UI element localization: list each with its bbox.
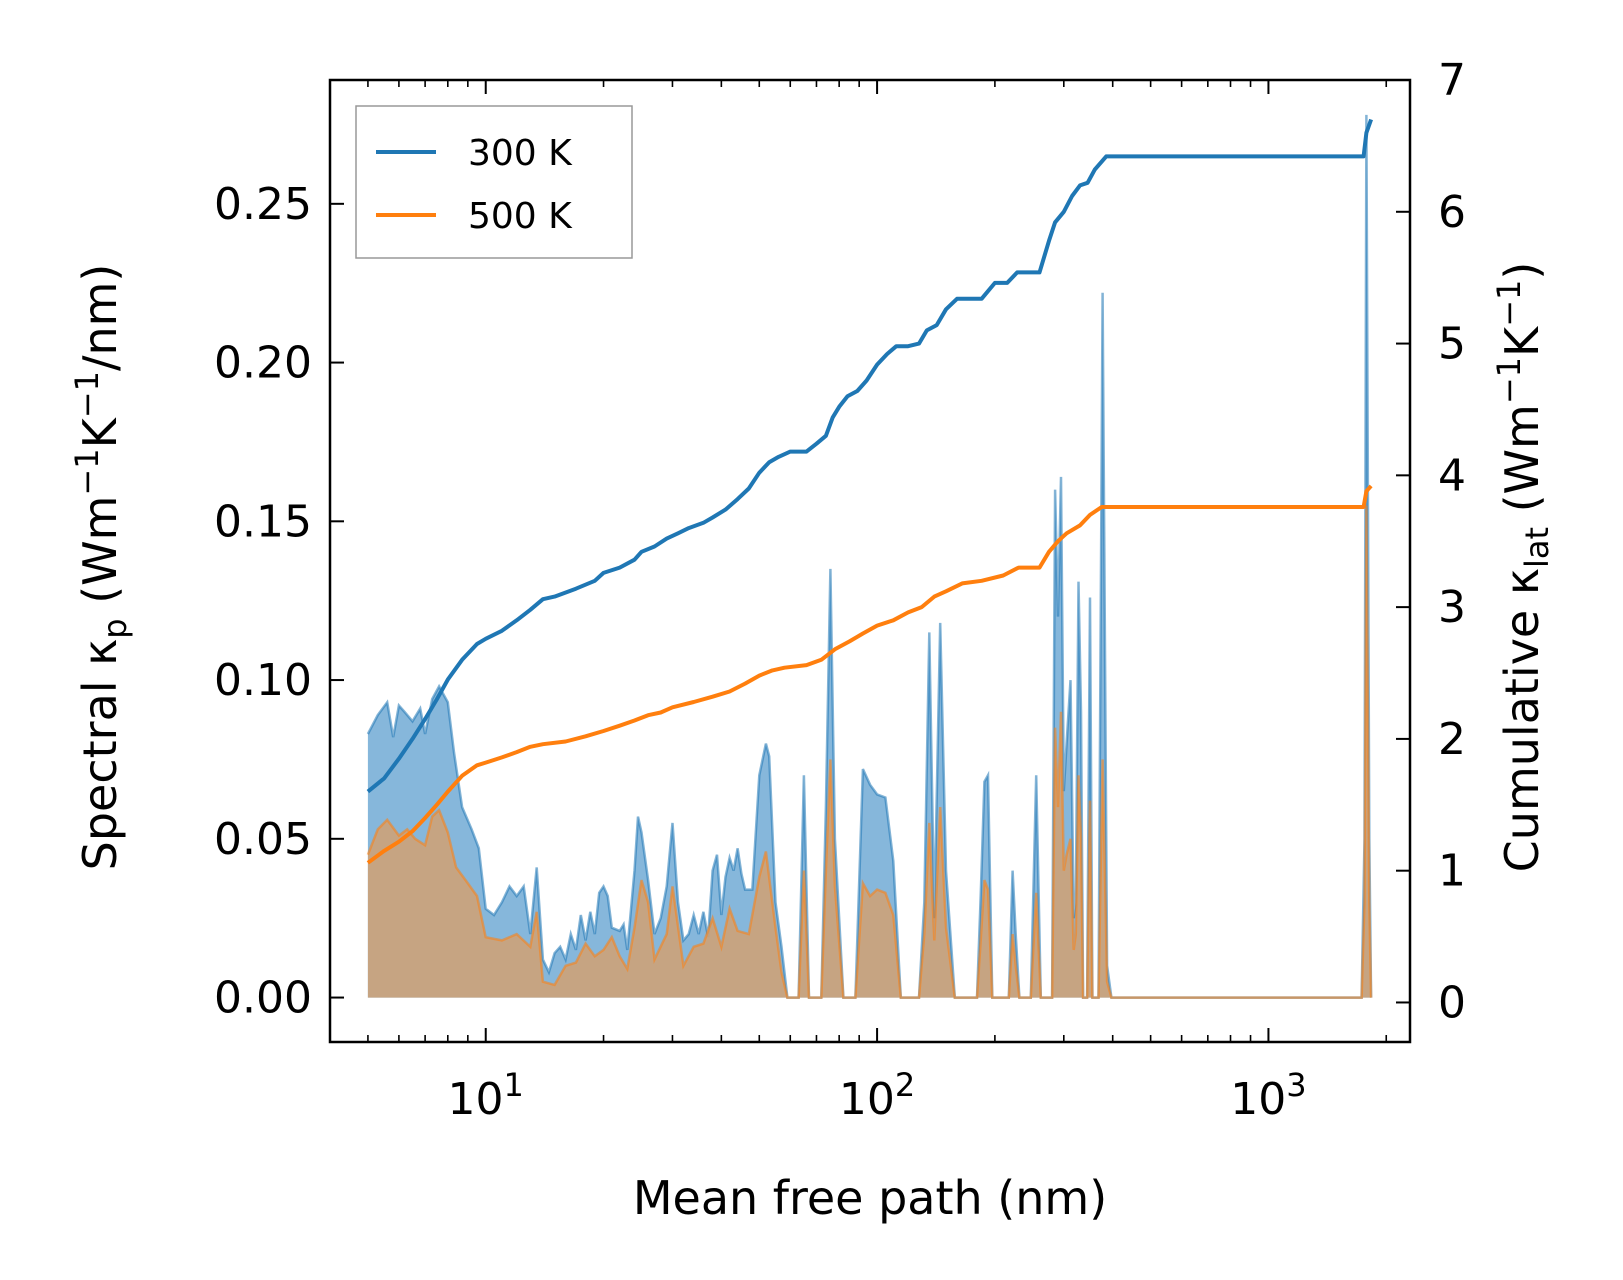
legend-box — [355, 105, 633, 259]
x-tick-label: 103 — [1230, 1066, 1306, 1125]
cumulative-line-500k — [366, 484, 1373, 865]
legend: 300 K 500 K — [355, 105, 633, 259]
y-axis-left-label: Spectral κp (Wm−1K−1/nm) — [68, 264, 134, 871]
y-left-tick-label: 0.00 — [214, 973, 312, 1024]
series-lines — [366, 118, 1373, 865]
y-right-tick-label: 2 — [1438, 714, 1466, 765]
y-right-tick-label: 4 — [1438, 450, 1466, 501]
y-left-tick-label: 0.25 — [214, 179, 312, 230]
y-right-tick-label: 0 — [1438, 977, 1466, 1028]
y-axis-right-label: Cumulative κlat (Wm−1K−1) — [1490, 262, 1556, 873]
spectral-fills — [366, 114, 1373, 999]
y-left-tick-label: 0.05 — [214, 814, 312, 865]
y-right-label-unit-open: (Wm — [1495, 404, 1549, 527]
plot-frame — [328, 78, 1412, 1044]
y-right-label-unit-mid: K — [1495, 325, 1549, 357]
x-axis-label: Mean free path (nm) — [633, 1171, 1107, 1225]
y-right-label-sub: lat — [1518, 527, 1556, 568]
y-right-label-sup1: −1 — [1490, 357, 1528, 404]
y-left-label-unit-mid: K — [73, 416, 127, 448]
y-left-label-unit-close: /nm) — [73, 264, 127, 371]
y-left-tick-label: 0.15 — [214, 496, 312, 547]
y-right-label-main: Cumulative κ — [1495, 568, 1549, 872]
legend-label-300k: 300 K — [468, 133, 573, 174]
y-right-tick-label: 3 — [1438, 582, 1466, 633]
spectral-outline-500k — [366, 505, 1373, 999]
spectral-outline-300k — [366, 114, 1373, 999]
x-tick-label: 101 — [448, 1066, 524, 1125]
y-left-label-unit-open: (Wm — [73, 496, 127, 619]
spectral-fill-500k — [367, 505, 1372, 998]
axes: 101 102 103 0.00 0.05 0.10 0.15 0.20 0.25 0 1 2 3 4 5 6… — [214, 55, 1466, 1125]
y-right-tick-label: 5 — [1438, 319, 1466, 370]
y-right-label-sup2: −1 — [1490, 280, 1528, 327]
y-right-label-unit-close: ) — [1495, 262, 1549, 280]
y-right-tick-label: 6 — [1438, 187, 1466, 238]
y-left-label-sub: p — [96, 618, 134, 638]
y-left-label-main: Spectral κ — [73, 639, 127, 871]
y-left-tick-label: 0.10 — [214, 655, 312, 706]
y-left-tick-label: 0.20 — [214, 338, 312, 389]
y-right-tick-label: 7 — [1438, 55, 1466, 106]
y-right-tick-label: 1 — [1438, 846, 1466, 897]
y-left-label-sup2: −1 — [68, 371, 106, 418]
legend-label-500k: 500 K — [468, 196, 573, 237]
y-left-label-sup1: −1 — [68, 448, 106, 495]
x-tick-label: 102 — [839, 1066, 915, 1125]
cumulative-line-300k — [366, 118, 1373, 794]
